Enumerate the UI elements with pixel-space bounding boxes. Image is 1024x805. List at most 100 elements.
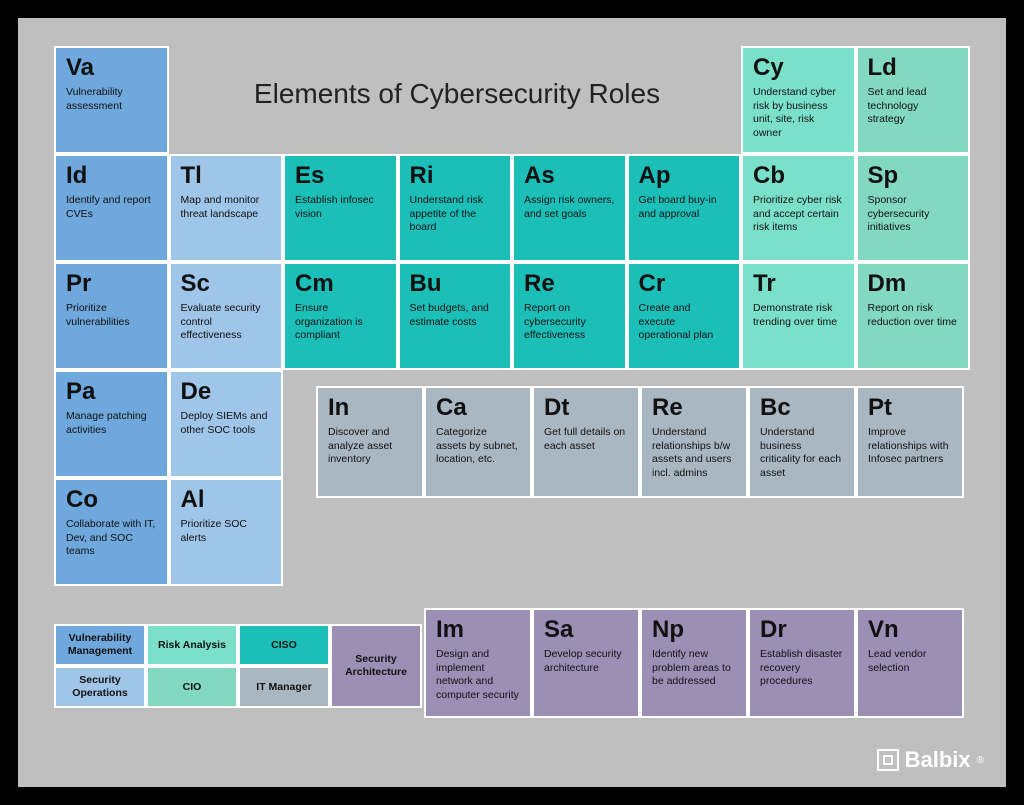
legend-cio: CIO: [146, 666, 238, 708]
element-desc: Set and lead technology strategy: [868, 86, 959, 127]
element-symbol: Re: [524, 272, 615, 296]
element-cell-bu: Bu Set budgets, and estimate costs: [398, 262, 513, 370]
element-symbol: Sp: [868, 164, 959, 188]
outer-frame: Elements of Cybersecurity Roles Balbix® …: [0, 0, 1024, 805]
element-cell-ap: ApGet board buy-in and approval: [627, 154, 742, 262]
element-symbol: Ca: [436, 396, 520, 420]
element-desc: Develop security architecture: [544, 648, 628, 675]
element-desc: Deploy SIEMs and other SOC tools: [181, 410, 272, 437]
element-desc: Assign risk owners, and set goals: [524, 194, 615, 221]
element-cell-ld: LdSet and lead technology strategy: [856, 46, 971, 154]
element-desc: Report on risk reduction over time: [868, 302, 959, 329]
element-desc: Sponsor cybersecurity initiatives: [868, 194, 959, 235]
element-desc: Prioritize SOC alerts: [181, 518, 272, 545]
element-symbol: Cy: [753, 56, 844, 80]
element-desc: Design and implement network and compute…: [436, 648, 520, 703]
element-desc: Evaluate security control effectiveness: [181, 302, 272, 343]
element-desc: Manage patching activities: [66, 410, 157, 437]
element-cell-va: VaVulnerability assessment: [54, 46, 169, 154]
element-cell-es: Es Establish infosec vision: [283, 154, 398, 262]
element-symbol: Pt: [868, 396, 952, 420]
element-cell-dm: Dm Report on risk reduction over time: [856, 262, 971, 370]
element-desc: Demonstrate risk trending over time: [753, 302, 844, 329]
element-cell-de: De Deploy SIEMs and other SOC tools: [169, 370, 284, 478]
element-desc: Establish disaster recovery procedures: [760, 648, 844, 689]
element-cell-pa: Pa Manage patching activities: [54, 370, 169, 478]
element-cell-cy: Cy Understand cyber risk by business unit…: [741, 46, 856, 154]
element-cell-pr: PrPrioritize vulnerabilities: [54, 262, 169, 370]
element-desc: Prioritize vulnerabilities: [66, 302, 157, 329]
element-symbol: Vn: [868, 618, 952, 642]
element-desc: Identify and report CVEs: [66, 194, 157, 221]
element-desc: Understand risk appetite of the board: [410, 194, 501, 235]
element-cell-cr: Cr Create and execute operational plan: [627, 262, 742, 370]
brand-logo: Balbix®: [877, 747, 984, 773]
element-cell-dr: Dr Establish disaster recovery procedures: [748, 608, 856, 718]
legend-risk-analysis: Risk Analysis: [146, 624, 238, 666]
element-symbol: Dr: [760, 618, 844, 642]
brand-logo-text: Balbix: [905, 747, 971, 773]
legend-vulnerability-management: Vulnerability Management: [54, 624, 146, 666]
element-symbol: Cb: [753, 164, 844, 188]
element-symbol: Re: [652, 396, 736, 420]
element-cell-np: Np Identify new problem areas to be addre…: [640, 608, 748, 718]
chart-title: Elements of Cybersecurity Roles: [188, 78, 726, 110]
element-symbol: Dt: [544, 396, 628, 420]
element-symbol: Al: [181, 488, 272, 512]
element-symbol: In: [328, 396, 412, 420]
element-cell-re: Re Understand relationships b/w assets an…: [640, 386, 748, 498]
element-desc: Understand business criticality for each…: [760, 426, 844, 481]
element-cell-sp: Sp Sponsor cybersecurity initiatives: [856, 154, 971, 262]
element-cell-im: Im Design and implement network and compu…: [424, 608, 532, 718]
element-symbol: Sa: [544, 618, 628, 642]
element-cell-co: CoCollaborate with IT, Dev, and SOC team…: [54, 478, 169, 586]
element-cell-id: Id Identify and report CVEs: [54, 154, 169, 262]
element-cell-ri: Ri Understand risk appetite of the board: [398, 154, 513, 262]
element-desc: Set budgets, and estimate costs: [410, 302, 501, 329]
element-symbol: As: [524, 164, 615, 188]
element-desc: Map and monitor threat landscape: [181, 194, 272, 221]
legend-security-architecture: Security Architecture: [330, 624, 422, 708]
element-symbol: Id: [66, 164, 157, 188]
element-desc: Get full details on each asset: [544, 426, 628, 453]
element-cell-ca: Ca Categorize assets by subnet, location,…: [424, 386, 532, 498]
element-symbol: Ri: [410, 164, 501, 188]
brand-logo-icon: [877, 749, 899, 771]
element-desc: Report on cybersecurity effectiveness: [524, 302, 615, 343]
element-cell-re: Re Report on cybersecurity effectiveness: [512, 262, 627, 370]
element-cell-tl: Tl Map and monitor threat landscape: [169, 154, 284, 262]
element-cell-sc: Sc Evaluate security control effectivenes…: [169, 262, 284, 370]
element-desc: Discover and analyze asset inventory: [328, 426, 412, 467]
element-symbol: Es: [295, 164, 386, 188]
element-symbol: Cm: [295, 272, 386, 296]
element-symbol: Ap: [639, 164, 730, 188]
element-symbol: Pa: [66, 380, 157, 404]
element-desc: Establish infosec vision: [295, 194, 386, 221]
element-symbol: De: [181, 380, 272, 404]
element-symbol: Im: [436, 618, 520, 642]
element-desc: Lead vendor selection: [868, 648, 952, 675]
element-cell-pt: Pt Improve relationships with Infosec par…: [856, 386, 964, 498]
element-desc: Understand relationships b/w assets and …: [652, 426, 736, 481]
element-cell-vn: Vn Lead vendor selection: [856, 608, 964, 718]
element-symbol: Dm: [868, 272, 959, 296]
element-symbol: Np: [652, 618, 736, 642]
element-desc: Create and execute operational plan: [639, 302, 730, 343]
element-desc: Improve relationships with Infosec partn…: [868, 426, 952, 467]
element-symbol: Cr: [639, 272, 730, 296]
element-symbol: Bc: [760, 396, 844, 420]
legend-security-operations: Security Operations: [54, 666, 146, 708]
element-symbol: Sc: [181, 272, 272, 296]
element-cell-al: Al Prioritize SOC alerts: [169, 478, 284, 586]
element-desc: Categorize assets by subnet, location, e…: [436, 426, 520, 467]
legend-it-manager: IT Manager: [238, 666, 330, 708]
element-symbol: Tl: [181, 164, 272, 188]
element-desc: Ensure organization is compliant: [295, 302, 386, 343]
element-symbol: Bu: [410, 272, 501, 296]
canvas: Elements of Cybersecurity Roles Balbix® …: [18, 18, 1006, 787]
element-cell-as: As Assign risk owners, and set goals: [512, 154, 627, 262]
element-cell-dt: Dt Get full details on each asset: [532, 386, 640, 498]
element-desc: Identify new problem areas to be address…: [652, 648, 736, 689]
element-desc: Understand cyber risk by business unit, …: [753, 86, 844, 141]
element-cell-sa: Sa Develop security architecture: [532, 608, 640, 718]
